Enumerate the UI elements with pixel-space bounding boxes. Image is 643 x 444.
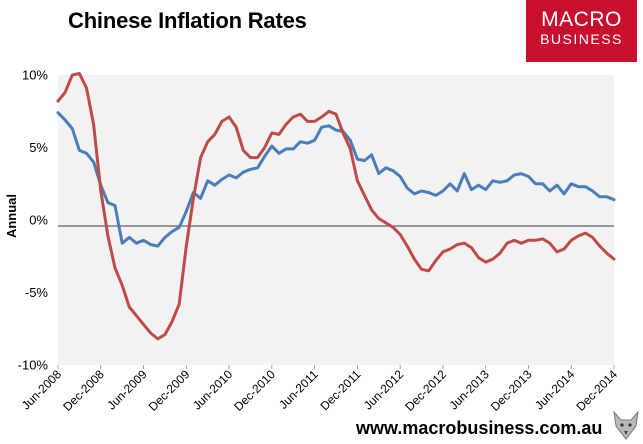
logo-line2: BUSINESS — [540, 31, 623, 47]
y-tick-label: 0% — [29, 213, 48, 228]
wolf-icon — [613, 410, 639, 440]
x-tick-label: Dec-2011 — [317, 367, 363, 413]
x-tick-label: Dec-2009 — [146, 367, 193, 414]
y-tick-label: 10% — [22, 68, 48, 83]
line-chart: 10%5%0%-5%-10% Jun-2008Dec-2008Jun-2009D… — [4, 68, 620, 414]
x-tick-label: Dec-2010 — [231, 367, 278, 414]
y-tick-label: -5% — [25, 285, 49, 300]
series-lines — [56, 72, 616, 341]
x-tick-label: Jun-2013 — [447, 367, 493, 413]
x-tick-label: Dec-2014 — [573, 367, 620, 414]
macrobusiness-logo: MACRO BUSINESS — [526, 0, 637, 62]
x-tick-label: Jun-2012 — [361, 367, 407, 413]
plot-area — [58, 75, 614, 365]
series-line-2 — [56, 72, 616, 341]
y-tick-label: -10% — [18, 358, 49, 373]
x-tick-label: Jun-2009 — [104, 367, 150, 413]
website-url: www.macrobusiness.com.au — [356, 418, 603, 438]
logo-line1: MACRO — [541, 8, 622, 31]
x-tick-label: Jun-2014 — [532, 367, 578, 413]
x-tick-label: Jun-2008 — [19, 367, 65, 413]
x-tick-label: Jun-2011 — [276, 367, 321, 412]
x-tick-label: Dec-2008 — [60, 367, 107, 414]
x-tick-label: Dec-2012 — [402, 367, 449, 414]
x-axis-ticks: Jun-2008Dec-2008Jun-2009Dec-2009Jun-2010… — [19, 365, 620, 414]
x-tick-label: Jun-2010 — [190, 367, 236, 413]
chart-title: Chinese Inflation Rates — [68, 8, 307, 33]
y-axis-ticks: 10% 5% 0% -5% -10% — [18, 68, 49, 373]
series-line-1 — [56, 111, 616, 248]
y-tick-label: 5% — [29, 140, 48, 155]
y-axis-title: Annual — [4, 194, 19, 238]
x-tick-label: Dec-2013 — [488, 367, 535, 414]
